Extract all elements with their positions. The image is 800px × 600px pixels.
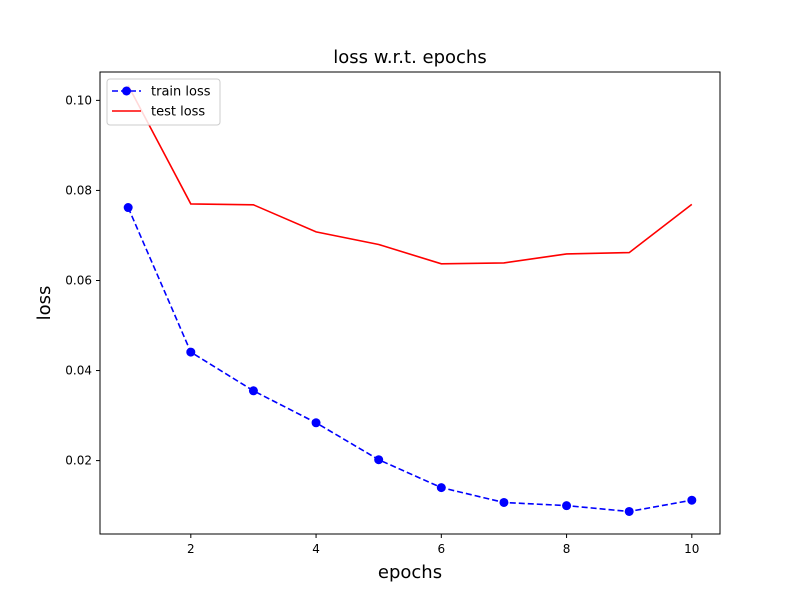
legend-train-loss-label: train loss [151, 85, 211, 100]
y-tick-label: 0.04 [65, 364, 92, 378]
y-tick-label: 0.06 [65, 273, 92, 287]
y-tick-label: 0.10 [65, 93, 92, 107]
y-tick-label: 0.02 [65, 454, 92, 468]
train-loss-point [562, 501, 572, 511]
train-loss-point [311, 418, 321, 428]
axes-frame [99, 71, 721, 535]
train-loss-point [436, 483, 446, 493]
train-loss-point [186, 347, 196, 357]
y-axis-label: loss [34, 286, 55, 321]
train-loss-point [374, 455, 384, 465]
train-loss-point [499, 497, 509, 507]
x-tick-label: 8 [563, 542, 571, 556]
y-tick-label: 0.08 [65, 183, 92, 197]
x-axis-ticks: 2 4 6 8 10 [187, 534, 699, 556]
legend: train loss test loss [106, 78, 221, 126]
test-loss-line [127, 85, 693, 265]
legend-test-loss-label: test loss [151, 105, 205, 120]
x-tick-label: 6 [437, 542, 445, 556]
y-axis-ticks: 0.02 0.04 0.06 0.08 0.10 [65, 93, 100, 468]
train-loss-point [248, 386, 258, 396]
x-tick-label: 10 [684, 542, 699, 556]
train-loss-point [123, 203, 133, 213]
chart-title: loss w.r.t. epochs [333, 47, 486, 68]
train-loss-point [687, 495, 697, 505]
x-tick-label: 2 [187, 542, 195, 556]
x-tick-label: 4 [312, 542, 320, 556]
plot-area [123, 85, 697, 516]
legend-train-loss-marker [122, 86, 131, 96]
train-loss-point [624, 506, 634, 516]
x-axis-label: epochs [378, 562, 442, 583]
train-loss-line [127, 207, 692, 513]
